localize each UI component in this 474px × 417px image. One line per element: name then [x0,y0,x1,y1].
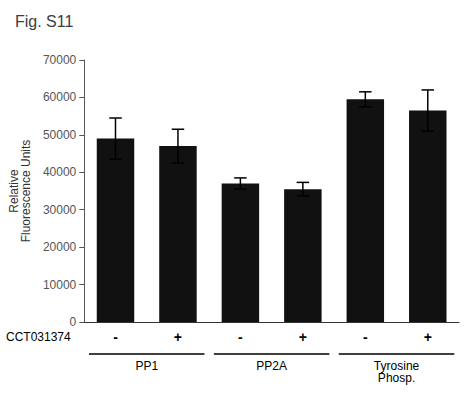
svg-text:+: + [174,329,182,345]
svg-text:70000: 70000 [43,53,77,67]
svg-text:Phosp.: Phosp. [378,371,415,385]
svg-text:+: + [299,329,307,345]
svg-text:60000: 60000 [43,90,77,104]
svg-text:+: + [424,329,432,345]
svg-text:Tyrosine: Tyrosine [373,359,420,373]
svg-text:0: 0 [70,315,77,329]
svg-text:Fig. S11: Fig. S11 [15,13,74,30]
svg-text:50000: 50000 [43,128,77,142]
svg-text:20000: 20000 [43,240,77,254]
svg-text:10000: 10000 [43,278,77,292]
svg-text:Relative: Relative [7,169,21,213]
svg-text:-: - [363,329,368,345]
svg-text:CCT031374: CCT031374 [6,330,71,344]
svg-text:-: - [113,329,118,345]
svg-text:-: - [238,329,243,345]
svg-text:PP2A: PP2A [256,359,287,373]
svg-text:PP1: PP1 [135,359,158,373]
svg-text:30000: 30000 [43,203,77,217]
svg-text:40000: 40000 [43,165,77,179]
svg-text:Fluorescence Units: Fluorescence Units [19,140,33,243]
